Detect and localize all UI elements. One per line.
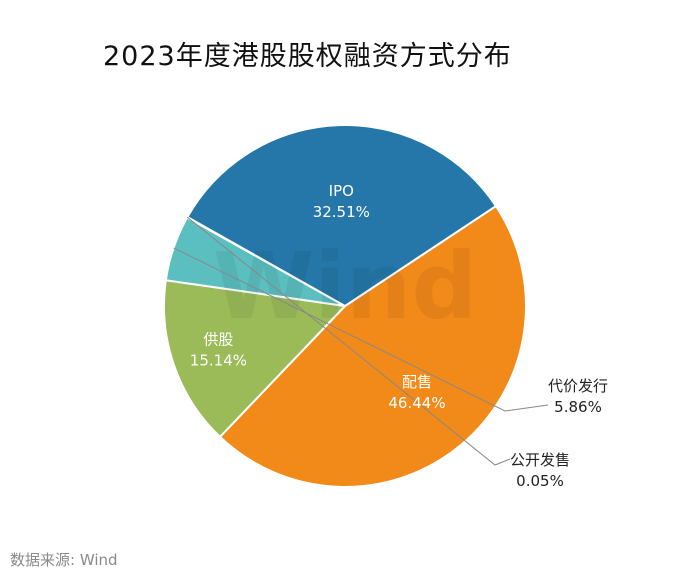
slice-value-3: 5.86% [554,398,602,416]
leader-line-3 [173,247,549,412]
leader-lines [173,216,549,466]
slice-value-5: 32.51% [313,203,370,221]
slice-value-2: 15.14% [190,352,247,370]
pie-slice-2 [163,279,348,439]
slice-label-2: 供股 [203,331,233,349]
watermark: Wind [213,233,477,340]
pie-slice-5 [186,124,498,308]
leader-line-4 [186,216,511,466]
slice-labels: 配售 46.44% 供股 15.14% 代价发行 5.86% 公开发售 0.05% IPO 32.… [190,182,608,490]
slice-label-5: IPO [329,182,354,200]
source-note: 数据来源: Wind [10,551,118,569]
slice-label-1: 配售 [402,373,432,391]
chart-title: 2023年度港股股权融资方式分布 [103,41,512,72]
slice-value-4: 0.05% [516,472,564,490]
slice-value-1: 46.44% [388,394,445,412]
slice-label-4: 公开发售 [510,451,570,469]
slice-label-3: 代价发行 [548,377,608,395]
